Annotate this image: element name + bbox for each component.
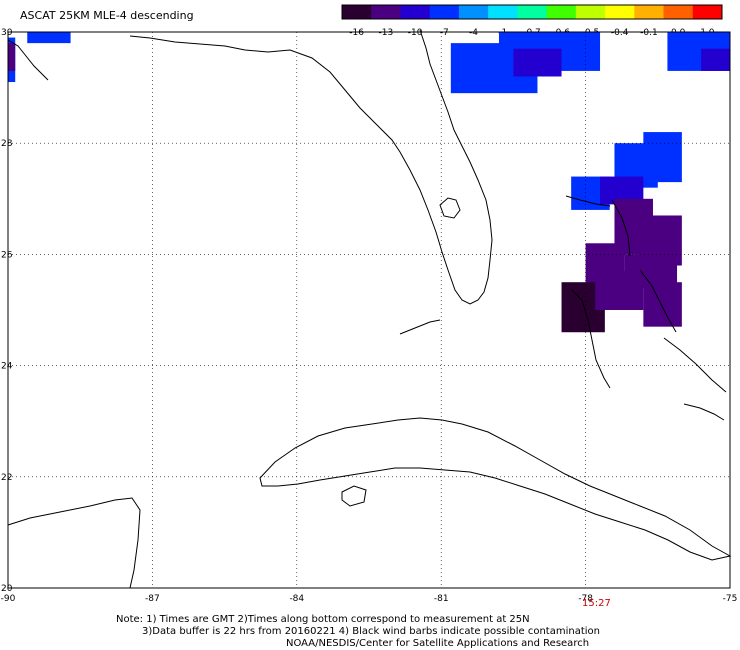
colorbar — [341, 4, 723, 20]
colorbar-segment — [605, 5, 635, 19]
colorbar-segment — [371, 5, 401, 19]
colorbar-segment — [342, 5, 372, 19]
data-cells — [8, 32, 730, 333]
colorbar-tick-label: -0.4 — [611, 28, 629, 38]
note-line-2: 3)Data buffer is 22 hrs from 20160221 4)… — [142, 626, 600, 637]
colorbar-tick-label: -0.1 — [640, 28, 658, 38]
latitude-ticks: 30 28 26 24 22 20 — [1, 28, 13, 594]
latitude-tick-label: 30 — [1, 28, 13, 38]
colorbar-tick-label: -16 — [349, 28, 364, 38]
map-frame — [7, 31, 731, 589]
data-cell — [643, 282, 682, 327]
coastline-yucatan — [7, 497, 141, 589]
latitude-tick-label: 20 — [1, 584, 13, 594]
longitude-tick-label: -84 — [289, 594, 304, 604]
colorbar-segment — [458, 5, 489, 19]
colorbar-segment — [692, 5, 723, 19]
colorbar-segment — [634, 5, 665, 19]
coastline-grand-bahama — [565, 195, 611, 207]
colorbar-tick-label: -4 — [469, 28, 478, 38]
colorbar-segment — [400, 5, 431, 19]
data-cell — [27, 32, 71, 44]
latitude-tick-label: 22 — [1, 473, 12, 483]
coastline-eleuthera — [639, 269, 677, 333]
latitude-tick-label: 24 — [1, 362, 13, 372]
colorbar-segment — [663, 5, 694, 19]
latitude-tick-label: 28 — [1, 139, 13, 149]
coastlines — [7, 29, 732, 589]
data-cell — [643, 132, 682, 183]
colorbar-segment — [517, 5, 548, 19]
coastline-andros — [571, 289, 611, 389]
longitude-tick-label: -78 — [578, 594, 593, 604]
data-cell — [513, 48, 562, 77]
coastline-abaco — [611, 199, 631, 257]
colorbar-tick-label: -7 — [440, 28, 449, 38]
data-cell — [701, 48, 730, 71]
coastline-florida — [129, 29, 493, 305]
longitude-tick-label: -87 — [145, 594, 160, 604]
colorbar-tick-label: -13 — [378, 28, 393, 38]
colorbar-segment — [546, 5, 577, 19]
note-line-3: NOAA/NESDIS/Center for Satellite Applica… — [286, 638, 590, 649]
coastline-mississippi-delta — [7, 39, 49, 81]
latitude-tick-label: 26 — [1, 250, 13, 260]
coastline-exuma — [663, 337, 727, 393]
colorbar-border — [341, 4, 723, 20]
coastline-lake — [439, 197, 461, 219]
time-label: 15:27 — [582, 598, 611, 609]
data-cell — [8, 43, 16, 71]
colorbar-tick-label: -10 — [408, 28, 423, 38]
note-line-1: Note: 1) Times are GMT 2)Times along bot… — [116, 614, 530, 625]
colorbar-segment — [488, 5, 518, 19]
longitude-tick-label: -81 — [434, 594, 449, 604]
longitude-tick-label: -75 — [723, 594, 738, 604]
longitude-ticks: -90 -87 -84 -81 -78 -75 — [1, 594, 738, 604]
coastline-isle-of-youth — [341, 485, 367, 507]
colorbar-segment — [575, 5, 606, 19]
data-cell — [595, 271, 644, 310]
coastline-cuba — [259, 417, 732, 561]
colorbar-segment — [429, 5, 460, 19]
coastline-great-inagua — [683, 403, 725, 421]
longitude-tick-label: -90 — [1, 594, 16, 604]
map-title: ASCAT 25KM MLE-4 descending — [20, 9, 194, 22]
coastline-keys — [399, 319, 441, 335]
